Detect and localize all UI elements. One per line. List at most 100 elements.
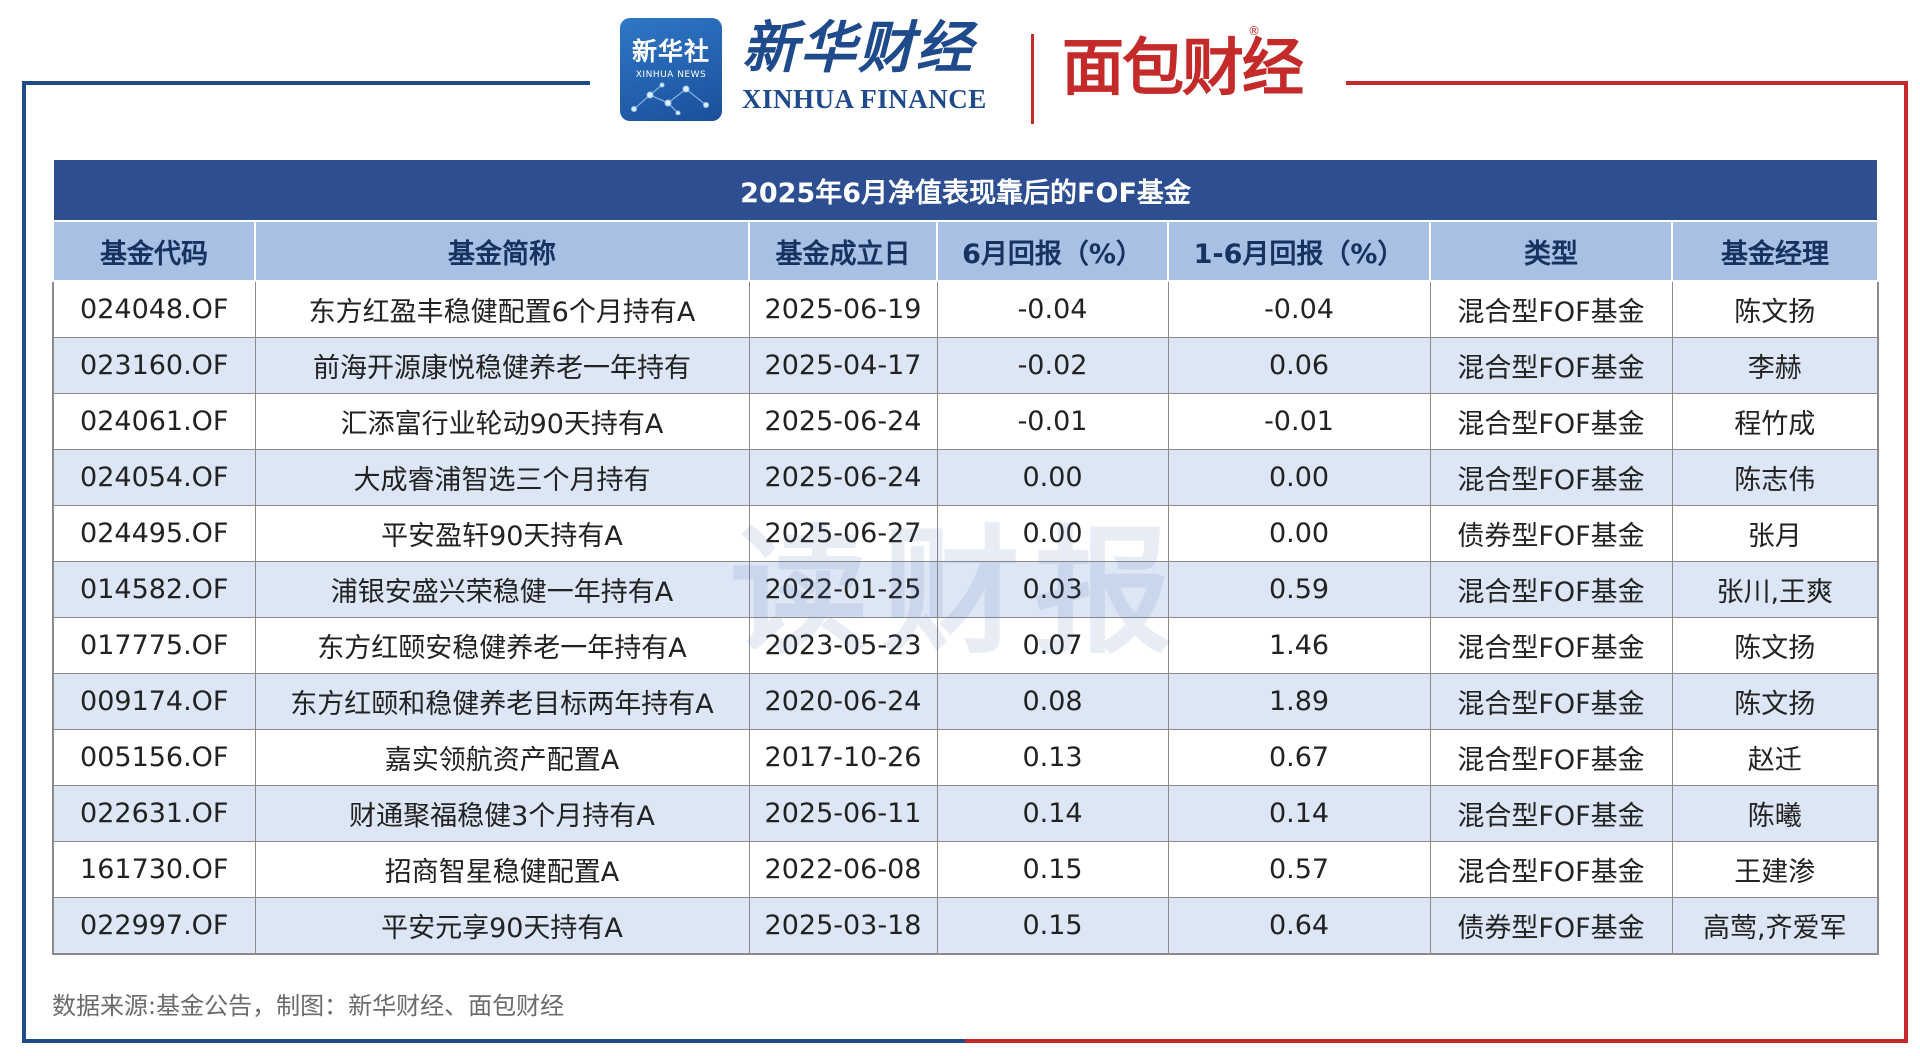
table-cell: 023160.OF xyxy=(52,337,256,394)
table-cell: 0.00 xyxy=(1167,505,1431,562)
table-row: 005156.OF 嘉实领航资产配置A 2017-10-26 0.13 0.67 混合型F… xyxy=(52,729,1879,786)
table-cell: 005156.OF xyxy=(52,729,256,786)
table-cell: 0.67 xyxy=(1167,729,1431,786)
xinhua-finance-logo: 新华财经 XINHUA FINANCE xyxy=(742,16,987,126)
table-cell: 2025-06-19 xyxy=(748,280,938,338)
table-cell: 024048.OF xyxy=(52,280,256,338)
table-cell: 混合型FOF基金 xyxy=(1429,785,1673,842)
mianbao-finance-logo: 面包财经 xyxy=(1062,28,1324,108)
frame-top-left-line xyxy=(22,81,590,85)
xinhua-finance-logo-en: XINHUA FINANCE xyxy=(742,84,987,114)
table-cell: 2025-06-27 xyxy=(748,505,938,562)
table-cell: 债券型FOF基金 xyxy=(1429,897,1673,955)
table-cell: 0.15 xyxy=(936,841,1169,898)
table-cell: 024054.OF xyxy=(52,449,256,506)
network-dots-icon xyxy=(631,82,709,115)
table-cell: 混合型FOF基金 xyxy=(1429,617,1673,674)
table-cell: 陈曦 xyxy=(1671,785,1879,842)
table-cell: 0.13 xyxy=(936,729,1169,786)
table-cell: 大成睿浦智选三个月持有 xyxy=(254,449,750,506)
table-cell: 东方红颐和稳健养老目标两年持有A xyxy=(254,673,750,730)
table-cell: -0.01 xyxy=(936,393,1169,450)
table-cell: 混合型FOF基金 xyxy=(1429,729,1673,786)
table-cell: -0.02 xyxy=(936,337,1169,394)
column-header: 基金成立日 xyxy=(748,220,938,282)
table-cell: 高莺,齐爱军 xyxy=(1671,897,1879,955)
table-cell: 陈志伟 xyxy=(1671,449,1879,506)
table-cell: 0.00 xyxy=(1167,449,1431,506)
table-cell: 债券型FOF基金 xyxy=(1429,505,1673,562)
table-cell: 0.08 xyxy=(936,673,1169,730)
table-cell: 混合型FOF基金 xyxy=(1429,841,1673,898)
table-cell: 2023-05-23 xyxy=(748,617,938,674)
mianbao-finance-logo-cn: 面包财经 xyxy=(1062,31,1304,104)
table-cell: 赵迁 xyxy=(1671,729,1879,786)
table-cell: -0.04 xyxy=(936,280,1169,338)
table-cell: 0.64 xyxy=(1167,897,1431,955)
table-row: 014582.OF 浦银安盛兴荣稳健一年持有A 2022-01-25 0.03 0.59… xyxy=(52,561,1879,618)
table-cell: 0.15 xyxy=(936,897,1169,955)
table-cell: 嘉实领航资产配置A xyxy=(254,729,750,786)
table-cell: 混合型FOF基金 xyxy=(1429,393,1673,450)
table-row: 017775.OF 东方红颐安稳健养老一年持有A 2023-05-23 0.07 1.4… xyxy=(52,617,1879,674)
table-cell: 混合型FOF基金 xyxy=(1429,337,1673,394)
table-cell: 陈文扬 xyxy=(1671,673,1879,730)
table-cell: 1.89 xyxy=(1167,673,1431,730)
table-cell: 2022-06-08 xyxy=(748,841,938,898)
table-cell: 0.03 xyxy=(936,561,1169,618)
table-cell: 024495.OF xyxy=(52,505,256,562)
table-cell: 2025-06-11 xyxy=(748,785,938,842)
table-cell: 014582.OF xyxy=(52,561,256,618)
table-cell: 混合型FOF基金 xyxy=(1429,280,1673,338)
table-cell: 陈文扬 xyxy=(1671,617,1879,674)
table-cell: 009174.OF xyxy=(52,673,256,730)
frame-top-right-line xyxy=(1346,81,1908,85)
table-body: 024048.OF 东方红盈丰稳健配置6个月持有A 2025-06-19 -0.04-… xyxy=(52,280,1879,955)
table-cell: 张月 xyxy=(1671,505,1879,562)
frame-right-line xyxy=(1904,81,1908,1043)
table-cell: 汇添富行业轮动90天持有A xyxy=(254,393,750,450)
xinhua-finance-logo-cn: 新华财经 xyxy=(742,15,974,81)
data-source-note: 数据来源:基金公告，制图：新华财经、面包财经 xyxy=(52,992,565,1020)
registered-mark: ® xyxy=(1248,24,1260,38)
table-row: 022997.OF 平安元享90天持有A 2025-03-18 0.15 0.64 债券型… xyxy=(52,897,1879,955)
table-cell: 0.57 xyxy=(1167,841,1431,898)
table-cell: 混合型FOF基金 xyxy=(1429,449,1673,506)
table-cell: 017775.OF xyxy=(52,617,256,674)
table-cell: 平安元享90天持有A xyxy=(254,897,750,955)
table-cell: 0.14 xyxy=(936,785,1169,842)
table-cell: 李赫 xyxy=(1671,337,1879,394)
table-cell: 招商智星稳健配置A xyxy=(254,841,750,898)
table-row: 022631.OF 财通聚福稳健3个月持有A 2025-06-11 0.14 0.14 混… xyxy=(52,785,1879,842)
table-cell: 混合型FOF基金 xyxy=(1429,673,1673,730)
table-cell: 平安盈轩90天持有A xyxy=(254,505,750,562)
table-cell: 2025-06-24 xyxy=(748,449,938,506)
xinhua-news-logo: 新华社 XINHUA NEWS xyxy=(620,18,722,121)
table-cell: 前海开源康悦稳健养老一年持有 xyxy=(254,337,750,394)
table-cell: -0.01 xyxy=(1167,393,1431,450)
table-cell: 程竹成 xyxy=(1671,393,1879,450)
fund-table: 2025年6月净值表现靠后的FOF基金 基金代码 基金简称 基金成立日 6月回报（%）… xyxy=(52,158,1879,955)
table-cell: 0.00 xyxy=(936,449,1169,506)
table-row: 024048.OF 东方红盈丰稳健配置6个月持有A 2025-06-19 -0.04-… xyxy=(52,280,1879,338)
table-cell: 混合型FOF基金 xyxy=(1429,561,1673,618)
table-cell: 王建渗 xyxy=(1671,841,1879,898)
table-row: 024495.OF 平安盈轩90天持有A 2025-06-27 0.00 0.00 债券型… xyxy=(52,505,1879,562)
column-header: 1-6月回报（%） xyxy=(1167,220,1431,282)
table-cell: 0.14 xyxy=(1167,785,1431,842)
xinhua-news-logo-en: XINHUA NEWS xyxy=(635,70,707,80)
table-cell: 陈文扬 xyxy=(1671,280,1879,338)
table-cell: 2017-10-26 xyxy=(748,729,938,786)
column-header: 基金简称 xyxy=(254,220,750,282)
logo-divider xyxy=(1031,34,1034,124)
table-cell: 0.06 xyxy=(1167,337,1431,394)
table-row: 009174.OF 东方红颐和稳健养老目标两年持有A 2020-06-24 0.08 1… xyxy=(52,673,1879,730)
table-title: 2025年6月净值表现靠后的FOF基金 xyxy=(52,158,1879,221)
table-row: 024054.OF 大成睿浦智选三个月持有 2025-06-24 0.00 0.00 混合… xyxy=(52,449,1879,506)
table-row: 023160.OF 前海开源康悦稳健养老一年持有 2025-04-17 -0.02 0.… xyxy=(52,337,1879,394)
column-header: 基金代码 xyxy=(52,220,256,282)
xinhua-news-logo-cn: 新华社 xyxy=(631,37,710,66)
table-cell: 2025-06-24 xyxy=(748,393,938,450)
table-cell: -0.04 xyxy=(1167,280,1431,338)
table-cell: 0.07 xyxy=(936,617,1169,674)
